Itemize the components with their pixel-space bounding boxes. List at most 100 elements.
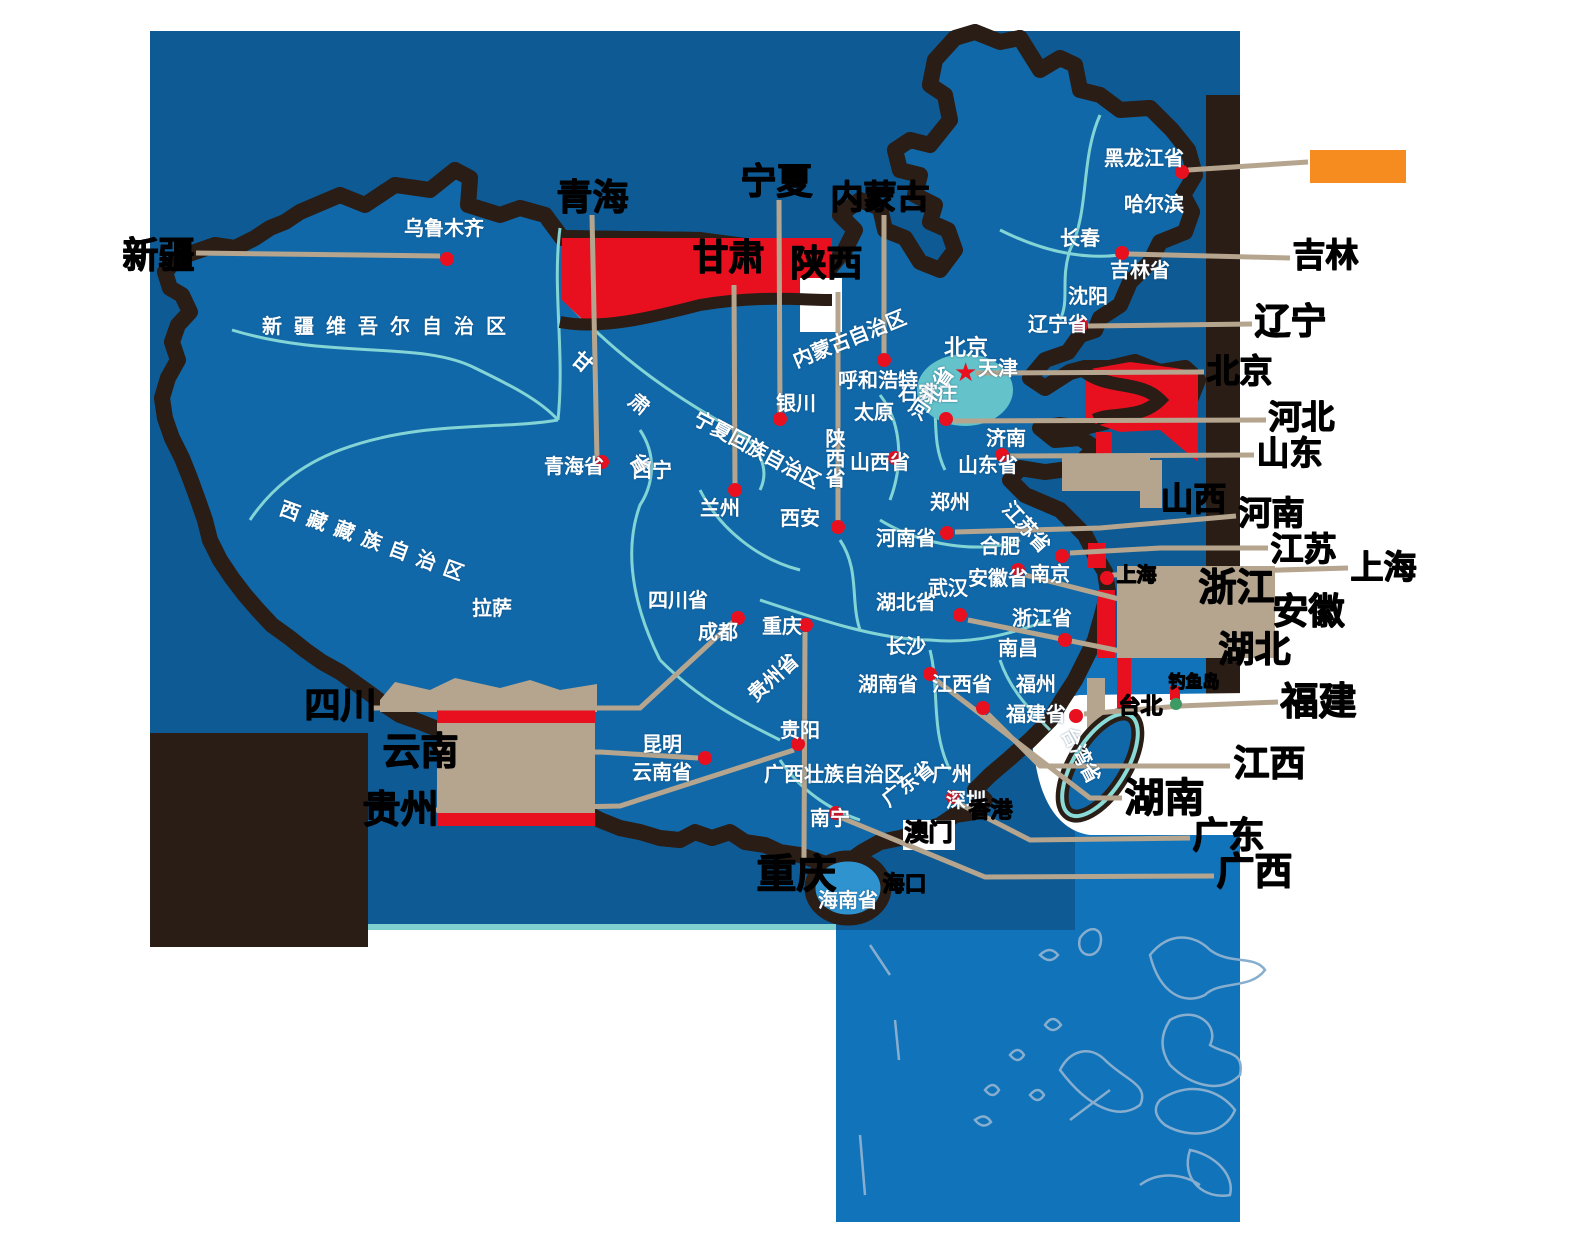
- region-callout-label[interactable]: 江西: [1233, 743, 1306, 784]
- region-callout-label[interactable]: 钓鱼岛: [1168, 672, 1219, 692]
- callout-line: [953, 417, 1267, 424]
- region-callout-label[interactable]: 重庆: [756, 851, 836, 897]
- region-callout-label[interactable]: 广西: [1216, 849, 1293, 893]
- callout-line: [934, 678, 1122, 801]
- region-callout-label[interactable]: 陕西: [790, 243, 863, 284]
- city-dot: [829, 806, 843, 820]
- highlight-label-heilongjiang[interactable]: [1310, 150, 1406, 183]
- city-dot: [698, 751, 712, 765]
- region-callout-label[interactable]: 吉林: [1292, 235, 1358, 274]
- region-callout-label[interactable]: 湖北: [1218, 629, 1291, 670]
- tan-band-southwest: [380, 678, 597, 712]
- callout-line: [1009, 452, 1255, 459]
- region-callout-label[interactable]: 安徽: [1272, 591, 1345, 632]
- city-dot: [940, 526, 954, 540]
- callout-line: [1127, 251, 1291, 261]
- china-landmass[interactable]: [154, 24, 1206, 876]
- city-dot: [1175, 165, 1189, 179]
- region-callout-label[interactable]: 台北: [1118, 694, 1163, 719]
- region-callout-label[interactable]: 四川: [304, 685, 377, 726]
- black-block-southwest: [150, 733, 368, 947]
- coast-red-5: [1170, 686, 1180, 700]
- region-callout-label[interactable]: 北京: [1206, 351, 1272, 390]
- region-callout-label[interactable]: 辽宁: [1254, 301, 1327, 342]
- border-blob-liaodong: [1081, 366, 1170, 427]
- city-dot: [440, 252, 454, 266]
- region-callout-label[interactable]: 广东: [1192, 815, 1265, 856]
- tan-box-jiangsu: [1062, 455, 1150, 491]
- callout-line: [1187, 159, 1309, 173]
- region-callout-label[interactable]: 甘肃: [692, 237, 765, 278]
- callout-line: [975, 369, 1205, 376]
- city-dot: [773, 412, 787, 426]
- city-dot: [1074, 318, 1088, 332]
- callout-line: [454, 749, 699, 761]
- border-blob-north: [558, 292, 833, 331]
- sw-red-bottom: [437, 813, 595, 826]
- callout-line: [1087, 321, 1253, 329]
- callout-line: [589, 214, 600, 461]
- diaoyu-island-dot: [1170, 698, 1182, 710]
- city-dot: [1055, 549, 1069, 563]
- callout-line: [1069, 545, 1268, 556]
- city-dot: [939, 412, 953, 426]
- city-dot: [791, 737, 805, 751]
- callout-line: [776, 199, 783, 417]
- callout-line: [956, 800, 1191, 843]
- city-dot: [1069, 709, 1083, 723]
- city-dot: [1058, 633, 1072, 647]
- region-callout-label[interactable]: 上海: [1350, 547, 1416, 586]
- region-callout-label[interactable]: 香港: [968, 798, 1013, 823]
- city-dot: [877, 353, 891, 367]
- city-dot: [1115, 246, 1129, 260]
- region-callout-label[interactable]: 河北: [1268, 397, 1334, 436]
- callout-line: [195, 250, 441, 259]
- city-dot: [731, 611, 745, 625]
- city-dot: [799, 618, 813, 632]
- city-dot: [728, 483, 742, 497]
- region-callout-label[interactable]: 湖南: [1124, 775, 1204, 821]
- region-callout-label[interactable]: 青海: [556, 177, 629, 218]
- coast-red-3: [1097, 590, 1115, 658]
- region-callout-label[interactable]: 福建: [1280, 679, 1357, 723]
- region-callout-label[interactable]: 海口: [882, 872, 927, 897]
- region-callout-label[interactable]: 澳门: [904, 818, 952, 846]
- city-dot: [1100, 571, 1114, 585]
- region-callout-label[interactable]: 宁夏: [740, 161, 813, 202]
- region-callout-label[interactable]: 浙江: [1198, 565, 1275, 609]
- region-highlights: [380, 238, 1275, 880]
- region-callout-label[interactable]: 上海: [1116, 562, 1156, 586]
- city-dot: [595, 455, 609, 469]
- region-callout-label[interactable]: 山东: [1256, 433, 1322, 472]
- city-dot: [888, 451, 902, 465]
- callout-line: [967, 617, 1217, 658]
- region-callout-label[interactable]: 贵州: [362, 787, 439, 831]
- tan-box-southwest: [437, 723, 595, 814]
- region-callout-label[interactable]: 江苏: [1270, 529, 1336, 568]
- city-dot: [976, 701, 990, 715]
- callout-line: [841, 815, 1215, 880]
- city-dot: [953, 608, 967, 622]
- callout-line: [1024, 572, 1270, 615]
- region-callout-label[interactable]: 云南: [382, 729, 459, 773]
- callout-line: [954, 513, 1237, 535]
- city-dot: [923, 667, 937, 681]
- sea-island-outlines: [858, 927, 1267, 1198]
- city-dot: [995, 448, 1009, 462]
- city-dot: [946, 790, 960, 804]
- sea-bottom-line: [368, 924, 836, 930]
- region-callout-label[interactable]: 新疆: [122, 235, 195, 276]
- city-dot: [831, 520, 845, 534]
- coast-red-4: [1117, 652, 1131, 708]
- city-dot: [1011, 563, 1025, 577]
- south-china-sea-panel: [836, 930, 1240, 1222]
- hainan-island[interactable]: [804, 850, 892, 926]
- region-callout-label[interactable]: 内蒙古: [830, 177, 929, 216]
- tan-box-jiangsu-2: [1140, 460, 1162, 508]
- region-callout-label[interactable]: 河南: [1238, 493, 1304, 532]
- callout-line: [372, 620, 735, 711]
- region-callout-label[interactable]: 山西: [1160, 479, 1226, 518]
- callout-line: [731, 284, 738, 488]
